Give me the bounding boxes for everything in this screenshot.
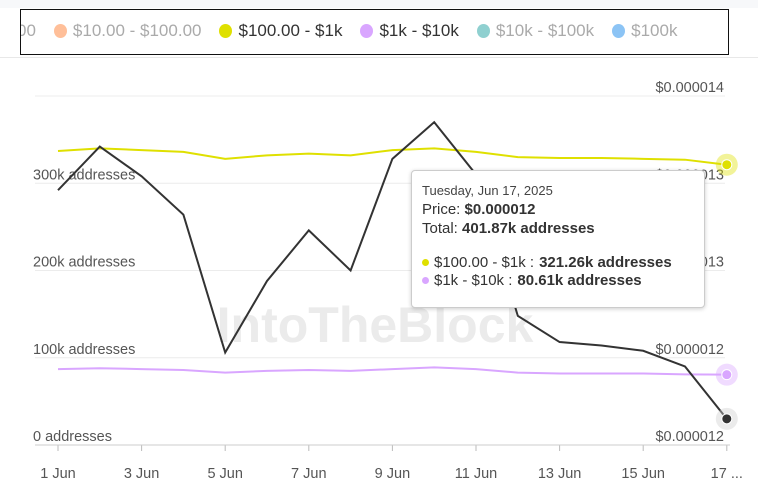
x-tick-label: 3 Jun xyxy=(124,466,159,482)
legend-item[interactable]: 00 xyxy=(21,21,36,41)
legend-item[interactable]: $1k - $10k xyxy=(360,21,459,41)
tooltip: Tuesday, Jun 17, 2025 Price: $0.000012 T… xyxy=(411,170,705,308)
y-left-tick: 200k addresses xyxy=(33,255,135,271)
legend-item[interactable]: $10k - $100k xyxy=(476,21,595,41)
legend-label: $10.00 - $100.00 xyxy=(72,21,202,40)
tooltip-row: $1k - $10k :80.61k addresses xyxy=(422,272,694,289)
series-line xyxy=(57,366,727,376)
y-left-tick: 300k addresses xyxy=(33,167,135,183)
legend-label: $100k xyxy=(631,21,678,40)
x-tick-label: 5 Jun xyxy=(207,466,242,482)
legend-dot-icon xyxy=(612,24,626,38)
x-tick-label: 17 ... xyxy=(711,466,743,482)
row-value: 321.26k addresses xyxy=(539,254,672,271)
x-tick-label: 9 Jun xyxy=(375,466,410,482)
legend-label: $100.00 - $1k xyxy=(238,21,343,40)
data-point xyxy=(721,159,733,171)
top-strip xyxy=(0,0,758,8)
legend-dot-icon xyxy=(360,24,374,38)
series-dot-icon xyxy=(422,277,429,284)
y-left-tick: 0 addresses xyxy=(33,429,112,445)
legend-label: $1k - $10k xyxy=(379,21,459,40)
row-label: $1k - $10k : xyxy=(434,272,513,289)
legend-item[interactable]: $10.00 - $100.00 xyxy=(53,21,202,41)
data-point xyxy=(721,369,733,381)
legend-item[interactable]: $100k xyxy=(612,21,677,41)
row-value: 80.61k addresses xyxy=(517,272,642,289)
series-line xyxy=(57,147,727,166)
x-tick-label: 15 Jun xyxy=(621,466,665,482)
tooltip-date: Tuesday, Jun 17, 2025 xyxy=(422,183,553,198)
tooltip-row: $100.00 - $1k :321.26k addresses xyxy=(422,254,694,271)
x-tick-label: 7 Jun xyxy=(291,466,326,482)
series-dot-icon xyxy=(422,259,429,266)
legend-label: 00 xyxy=(21,21,36,40)
legend-dot-icon xyxy=(53,24,67,38)
x-tick-label: 1 Jun xyxy=(40,466,75,482)
x-tick-label: 13 Jun xyxy=(538,466,582,482)
x-tick-label: 11 Jun xyxy=(455,466,497,482)
price-value: $0.000012 xyxy=(464,201,536,218)
legend-dot-icon xyxy=(219,24,233,38)
total-label: Total: xyxy=(422,220,458,237)
y-right-tick: $0.000012 xyxy=(655,429,724,445)
total-value: 401.87k addresses xyxy=(462,220,595,237)
row-label: $100.00 - $1k : xyxy=(434,254,535,271)
y-right-tick: $0.000014 xyxy=(655,80,724,96)
legend-item[interactable]: $100.00 - $1k xyxy=(219,21,342,41)
legend-dot-icon xyxy=(476,24,490,38)
price-label: Price: xyxy=(422,201,461,218)
data-point xyxy=(721,413,733,425)
series-line xyxy=(57,120,728,420)
y-right-tick: $0.000012 xyxy=(655,342,724,358)
divider xyxy=(0,57,758,58)
y-left-tick: 100k addresses xyxy=(33,342,135,358)
legend-label: $10k - $100k xyxy=(495,21,595,40)
legend: 00 $10.00 - $100.00 $100.00 - $1k $1k - $10… xyxy=(20,9,729,55)
